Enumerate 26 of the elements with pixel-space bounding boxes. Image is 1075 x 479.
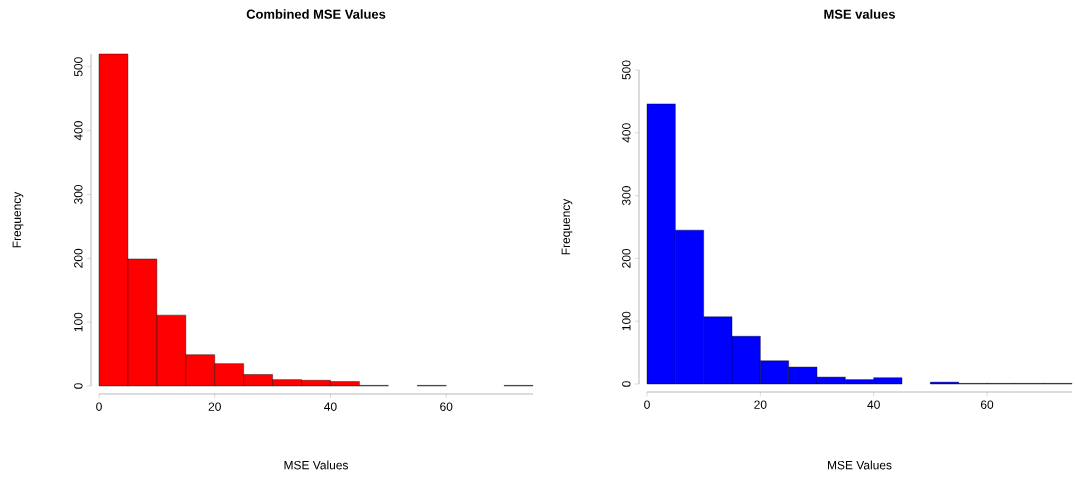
x-tick-label: 40	[324, 402, 337, 411]
x-tick-label: 40	[867, 400, 880, 409]
y-tick-label: 300	[622, 186, 631, 206]
y-tick-label: 100	[622, 311, 631, 331]
y-tick-label: 0	[622, 381, 631, 387]
y-tick-label: 200	[74, 248, 83, 268]
x-tick-label: 60	[440, 402, 453, 411]
y-tick-label: 400	[74, 121, 83, 141]
chart-title: Combined MSE Values	[246, 9, 386, 19]
x-tick-label: 0	[644, 400, 650, 409]
y-tick-label: 500	[74, 57, 83, 77]
x-tick-label: 20	[754, 400, 767, 409]
x-tick-label: 60	[980, 400, 994, 409]
y-tick-label: 200	[622, 248, 631, 268]
y-axis-title: Frequency	[12, 191, 24, 248]
x-axis-title: MSE Values	[828, 460, 892, 470]
chart-title: MSE values	[824, 9, 895, 19]
x-tick-label: 20	[208, 402, 221, 411]
y-axis-title: Frequency	[561, 198, 573, 255]
y-tick-label: 300	[74, 184, 83, 204]
x-tick-label: 0	[96, 402, 102, 411]
y-tick-label: 100	[74, 312, 83, 332]
x-axis-title: MSE Values	[284, 460, 349, 470]
y-tick-label: 500	[622, 60, 631, 80]
y-tick-label: 0	[74, 383, 83, 389]
y-tick-label: 400	[622, 123, 631, 143]
